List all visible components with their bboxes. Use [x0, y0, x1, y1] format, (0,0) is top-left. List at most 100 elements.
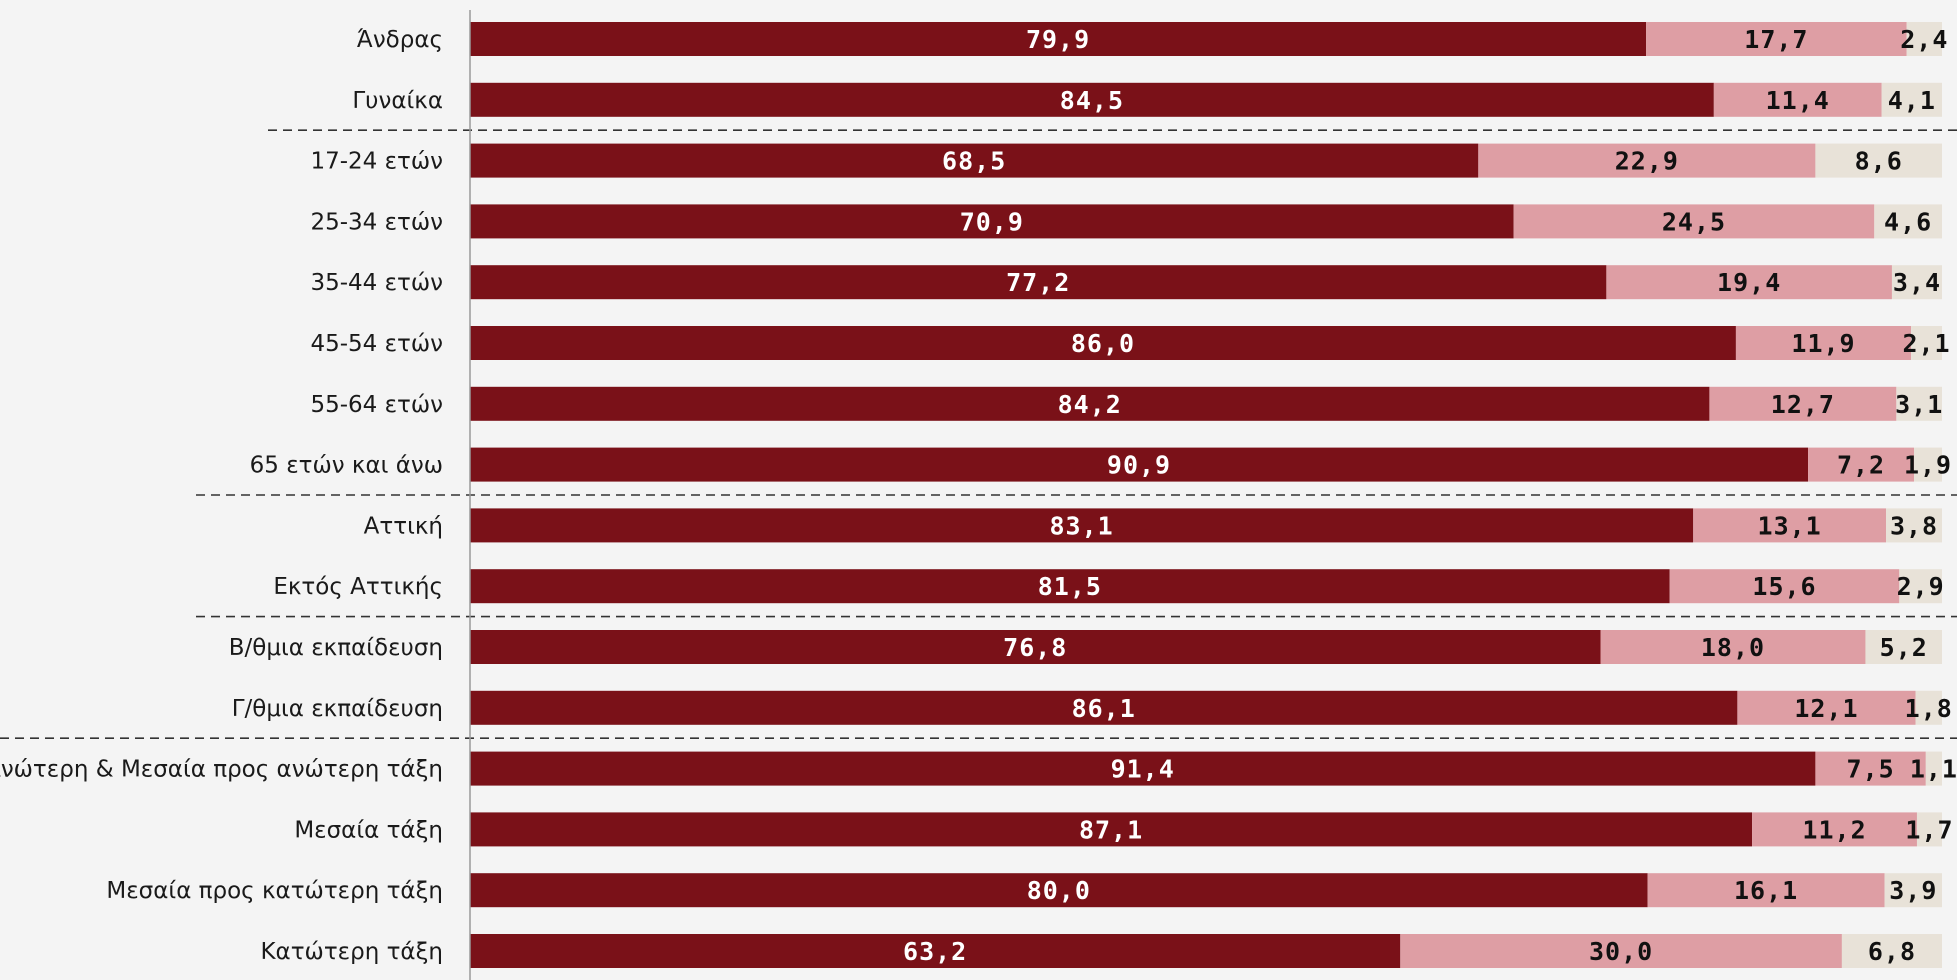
value-label: 86,0	[1071, 329, 1135, 358]
bar-segment-1	[470, 265, 1607, 300]
category-label: 55-64 ετών	[310, 392, 443, 418]
value-label: 7,2	[1837, 451, 1885, 480]
bar-segment-2	[1709, 386, 1897, 421]
bar-segment-3	[1886, 508, 1942, 543]
bar-segment-2	[1647, 873, 1885, 908]
bar-segment-3	[1874, 204, 1942, 239]
bar-segment-1	[470, 934, 1401, 968]
value-label: 11,2	[1802, 815, 1866, 844]
bar-segment-1	[470, 82, 1714, 117]
value-label: 80,0	[1027, 876, 1091, 905]
bar-segment-2	[1693, 508, 1887, 543]
value-label: 2,4	[1900, 25, 1948, 54]
value-label: 63,2	[903, 937, 967, 966]
value-label: 30,0	[1589, 937, 1653, 966]
value-label: 87,1	[1079, 815, 1143, 844]
bar-segment-1	[470, 812, 1753, 847]
bar-segment-3	[1891, 265, 1942, 300]
bar-segment-1	[470, 690, 1738, 725]
bar-segment-3	[1906, 22, 1942, 56]
value-label: 7,5	[1847, 755, 1895, 784]
value-label: 3,4	[1893, 268, 1941, 297]
bar-segment-3	[1914, 447, 1942, 482]
value-label: 12,1	[1794, 694, 1858, 723]
bar-segment-2	[1815, 751, 1926, 786]
value-label: 19,4	[1717, 268, 1781, 297]
value-label: 17,7	[1744, 25, 1808, 54]
category-labels: Άνδρας Γυναίκα 17-24 ετών 25-34 ετών 35-44 ε…	[0, 27, 443, 965]
category-label: Μεσαία τάξη	[294, 817, 443, 843]
category-label: Εκτός Αττικής	[273, 574, 443, 600]
bar-segment-1	[470, 751, 1816, 786]
bar-segment-3	[1911, 326, 1942, 360]
bar-segment-2	[1713, 82, 1882, 117]
bar-segment-2	[1752, 812, 1917, 847]
bar-segment-2	[1737, 690, 1916, 725]
value-label: 77,2	[1006, 268, 1070, 297]
value-label: 90,9	[1107, 451, 1171, 480]
bar-segment-2	[1735, 326, 1912, 360]
bar-segment-1	[470, 326, 1736, 360]
value-label: 8,6	[1855, 147, 1903, 176]
value-label: 2,1	[1902, 329, 1950, 358]
value-label: 4,1	[1888, 86, 1936, 115]
category-label: Κατώτερη τάξη	[260, 939, 443, 965]
value-label: 11,4	[1766, 86, 1830, 115]
value-label: 1,9	[1904, 451, 1952, 480]
bar-segment-2	[1400, 934, 1842, 968]
bar-segment-3	[1916, 812, 1942, 847]
value-labels: 79,9 17,7 2,4 84,5 11,4 4,1 68,5 22,9 8,6 70,9 24,…	[903, 25, 1957, 966]
value-label: 6,8	[1868, 937, 1916, 966]
category-label: 17-24 ετών	[310, 149, 443, 175]
category-label: Β/θμια εκπαίδευση	[229, 635, 443, 661]
bar-segment-2	[1478, 143, 1816, 178]
category-label: Άνδρας	[357, 27, 443, 53]
bar-segment-3	[1899, 569, 1942, 604]
value-label: 11,9	[1791, 329, 1855, 358]
value-label: 13,1	[1758, 511, 1822, 540]
category-label: Ανώτερη & Μεσαία προς ανώτερη τάξη	[0, 757, 443, 783]
category-label: Γ/θμια εκπαίδευση	[232, 696, 443, 722]
category-label: 25-34 ετών	[310, 209, 443, 235]
bar-segment-1	[470, 873, 1648, 908]
value-label: 76,8	[1003, 633, 1067, 662]
bar-segment-2	[1606, 265, 1892, 300]
value-label: 83,1	[1050, 511, 1114, 540]
bar-segment-3	[1896, 386, 1942, 421]
category-label: Αττική	[364, 513, 443, 539]
value-label: 81,5	[1038, 572, 1102, 601]
bar-segment-3	[1915, 690, 1942, 725]
value-label: 68,5	[942, 147, 1006, 176]
value-label: 1,7	[1905, 815, 1953, 844]
value-label: 15,6	[1752, 572, 1816, 601]
bar-segment-2	[1808, 447, 1915, 482]
category-label: 65 ετών και άνω	[250, 453, 443, 479]
bar-segment-3	[1865, 630, 1942, 664]
value-label: 3,8	[1890, 511, 1938, 540]
category-label: Γυναίκα	[352, 88, 443, 114]
value-label: 91,4	[1111, 755, 1175, 784]
bar-segment-1	[470, 386, 1710, 421]
bar-segment-2	[1669, 569, 1900, 604]
value-label: 84,5	[1060, 86, 1124, 115]
bar-segment-1	[470, 22, 1647, 56]
value-label: 84,2	[1058, 390, 1122, 419]
value-label: 3,1	[1895, 390, 1943, 419]
value-label: 3,9	[1889, 876, 1937, 905]
bar-segment-2	[1646, 22, 1907, 56]
bar-segment-1	[470, 630, 1601, 664]
value-label: 18,0	[1701, 633, 1765, 662]
bar-segment-1	[470, 447, 1809, 482]
value-label: 4,6	[1884, 207, 1932, 236]
bar-segment-1	[470, 508, 1694, 543]
bar-segment-2	[1513, 204, 1875, 239]
bar-segment-2	[1600, 630, 1866, 664]
value-label: 86,1	[1072, 694, 1136, 723]
bar-segment-3	[1884, 873, 1942, 908]
bar-segment-3	[1925, 751, 1942, 786]
value-label: 1,8	[1905, 694, 1953, 723]
value-label: 2,9	[1897, 572, 1945, 601]
category-label: Μεσαία προς κατώτερη τάξη	[106, 878, 443, 904]
value-label: 5,2	[1880, 633, 1928, 662]
bar-segment-1	[470, 204, 1514, 239]
